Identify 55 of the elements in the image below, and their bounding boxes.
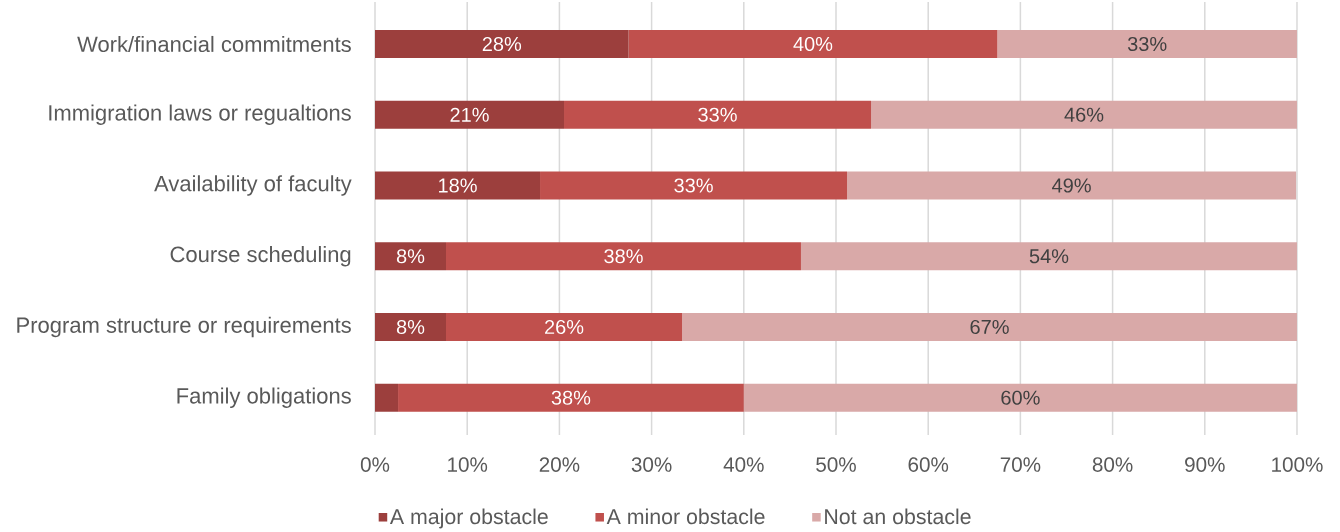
x-tick-label: 90% (1185, 457, 1225, 472)
x-tick-label: 70% (1000, 457, 1041, 472)
x-tick-label: 0% (360, 457, 390, 472)
x-tick-label: 50% (816, 457, 856, 472)
bar (847, 171, 1297, 200)
bar (540, 171, 848, 200)
bar (375, 383, 399, 412)
bar (375, 30, 629, 58)
data-label: 49% (1052, 178, 1091, 193)
x-tick-label: 100% (1272, 457, 1323, 472)
data-label: 40% (793, 36, 833, 52)
data-label: 33% (674, 178, 713, 193)
x-tick-label: 10% (448, 457, 488, 472)
data-label: 33% (1127, 36, 1167, 52)
y-tick-label: Availability of faculty (154, 175, 352, 196)
x-tick-label: 60% (908, 457, 949, 472)
bar (564, 100, 872, 129)
bar (446, 242, 801, 271)
x-tick-label: 30% (631, 457, 672, 472)
data-label: 38% (551, 390, 591, 405)
data-label: 26% (545, 319, 584, 335)
bar (997, 30, 1297, 58)
x-tick-label: 40% (723, 457, 764, 472)
y-tick-label: Immigration laws or regualtions (49, 104, 351, 125)
data-label: 18% (439, 178, 477, 193)
bar (375, 100, 565, 129)
data-label: 33% (698, 107, 737, 122)
legend-label: A minor obstacle (606, 508, 765, 525)
bar (743, 383, 1297, 412)
data-label: 60% (1001, 390, 1040, 405)
bar (375, 242, 446, 271)
data-label: 8% (396, 249, 425, 264)
legend-label: A major obstacle (389, 508, 548, 529)
data-label: 38% (604, 249, 643, 264)
y-tick-label: Work/financial commitments (77, 35, 351, 53)
data-label: 28% (482, 36, 522, 52)
x-tick-label: 20% (539, 457, 580, 472)
y-tick-label: Family obligations (177, 387, 351, 408)
bar (398, 383, 744, 412)
data-label: 67% (970, 319, 1009, 335)
y-tick-label: Program structure or requirements (17, 316, 351, 338)
bar (682, 313, 1297, 341)
data-label: 54% (1029, 249, 1069, 264)
bar (871, 100, 1297, 129)
bar (375, 313, 446, 341)
bar (800, 242, 1297, 271)
bar (628, 30, 998, 58)
data-label: 46% (1064, 107, 1104, 122)
data-label: 21% (450, 107, 489, 122)
legend-label: Not an obstacle (825, 508, 971, 525)
data-label: 8% (396, 319, 425, 335)
bar (375, 171, 541, 200)
bar (446, 313, 683, 341)
y-tick-label: Course scheduling (170, 246, 351, 267)
x-tick-label: 80% (1092, 457, 1133, 472)
